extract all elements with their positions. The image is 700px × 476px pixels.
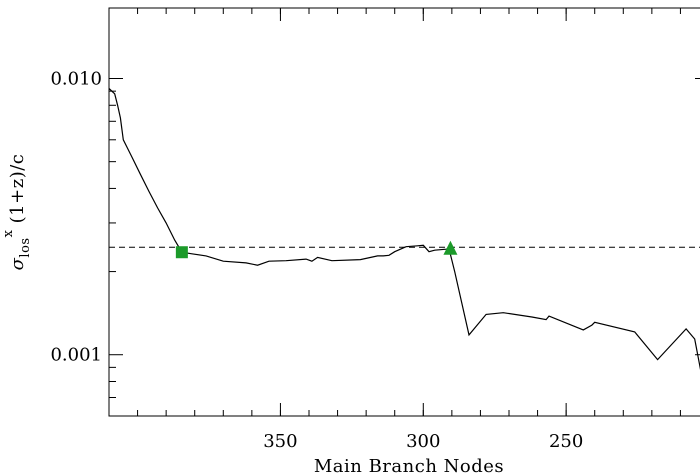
y-axis-label-symbol: σ bbox=[7, 257, 28, 270]
triangle-marker bbox=[443, 240, 458, 255]
series-line bbox=[108, 88, 700, 371]
square-marker bbox=[175, 246, 188, 259]
x-minor-ticks bbox=[137, 8, 681, 416]
x-tick-label: 250 bbox=[549, 431, 583, 452]
x-tick-label: 350 bbox=[263, 431, 297, 452]
y-axis-label-suffix: (1+z)/c bbox=[7, 154, 28, 230]
y-minor-ticks bbox=[109, 90, 116, 417]
x-tick-label: 300 bbox=[406, 431, 440, 452]
y-axis-label-superscript: x bbox=[1, 229, 16, 237]
x-axis-label: Main Branch Nodes bbox=[314, 456, 504, 476]
y-axis-label: σlosx (1+z)/c bbox=[1, 154, 33, 271]
plot-frame bbox=[108, 7, 700, 417]
markers bbox=[175, 240, 458, 259]
y-tick-label: 0.001 bbox=[50, 345, 102, 366]
y-ticks: 0.001 0.010 bbox=[50, 69, 700, 366]
x-ticks: 350 300 250 bbox=[263, 8, 583, 452]
y-axis-label-subscript: los bbox=[18, 237, 33, 257]
y-tick-label: 0.010 bbox=[50, 69, 102, 90]
